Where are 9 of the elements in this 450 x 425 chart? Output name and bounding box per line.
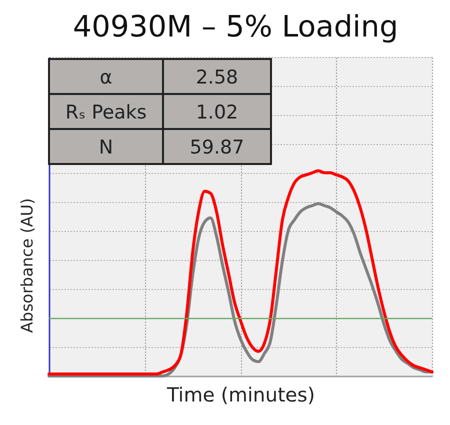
text: Rₛ Peaks [65, 102, 147, 124]
text: 1.02 [196, 102, 238, 124]
y-axis-title: Absorbance (AU) [18, 198, 36, 333]
text: N [98, 136, 114, 158]
text: 59.87 [190, 136, 244, 158]
text: 2.58 [196, 66, 238, 88]
chart-title: 40930M – 5% Loading [72, 10, 398, 44]
text: α [100, 66, 112, 88]
x-axis-title: Time (minutes) [166, 384, 316, 406]
